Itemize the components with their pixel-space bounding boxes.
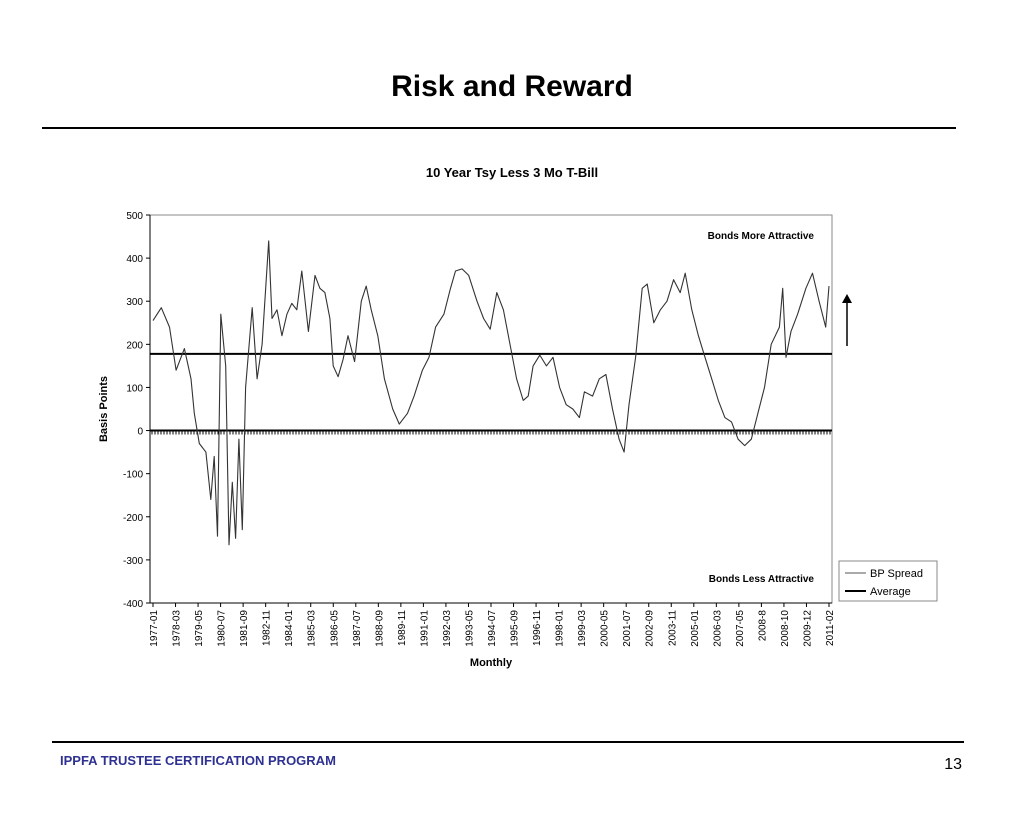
annotation-bonds-less-attractive: Bonds Less Attractive <box>709 574 815 585</box>
basis-points-chart: 10 Year Tsy Less 3 Mo T-Bill 500 400 300 20… <box>98 165 938 669</box>
x-tick-label: 2011-02 <box>825 610 836 646</box>
x-tick-label: 2008-10 <box>780 610 791 647</box>
legend-label-average: Average <box>870 586 911 598</box>
series-bp-spread-line <box>152 240 830 546</box>
x-tick-label: 2007-05 <box>735 610 746 647</box>
chart-legend: BP Spread Average <box>838 560 938 602</box>
x-tick-label: 1979-05 <box>194 610 205 647</box>
y-tick-label: -300 <box>123 556 143 567</box>
y-tick-label: 0 <box>137 427 143 438</box>
y-axis-label: Basis Points <box>98 376 110 442</box>
x-tick-label: 1999-03 <box>577 610 588 647</box>
y-tick-label: -400 <box>123 599 143 610</box>
x-tick-label: 2009-12 <box>802 610 813 647</box>
title-divider <box>42 127 956 129</box>
x-tick-label: 1993-05 <box>464 610 475 647</box>
x-tick-label: 1995-09 <box>510 610 521 647</box>
y-tick-label: 200 <box>126 340 143 351</box>
x-tick-label: 1996-11 <box>532 610 543 646</box>
x-tick-label: 1978-03 <box>172 610 183 647</box>
x-tick-label: 1977-01 <box>149 610 160 647</box>
slide-title: Risk and Reward <box>391 70 633 103</box>
y-tick-label: -200 <box>123 513 143 524</box>
plot-frame <box>149 214 833 604</box>
up-arrow-icon <box>842 294 852 346</box>
x-tick-label: 1988-09 <box>374 610 385 647</box>
zero-line <box>150 429 832 435</box>
page-number: 13 <box>944 756 962 773</box>
x-tick-label: 1989-11 <box>397 610 408 646</box>
x-tick-label: 2008-8 <box>757 610 768 642</box>
y-axis: 500 400 300 200 100 0 -100 -200 -300 -400 <box>123 211 151 610</box>
plot-area-border <box>149 214 833 604</box>
y-tick-label: 400 <box>126 254 143 265</box>
x-tick-label: 2006-03 <box>712 610 723 647</box>
x-axis-label: Monthly <box>470 657 513 669</box>
footer-program-name: IPPFA TRUSTEE CERTIFICATION PROGRAM <box>60 753 336 768</box>
x-tick-label: 1987-07 <box>352 610 363 647</box>
x-tick-label: 1994-07 <box>487 610 498 647</box>
x-tick-label: 2000-05 <box>600 610 611 647</box>
x-tick-label: 1984-01 <box>284 610 295 647</box>
y-tick-label: 300 <box>126 297 143 308</box>
legend-label-bp-spread: BP Spread <box>870 568 923 580</box>
x-tick-label: 2003-11 <box>667 610 678 646</box>
y-tick-label: -100 <box>123 470 143 481</box>
x-tick-label: 1998-01 <box>555 610 566 647</box>
x-tick-label: 1992-03 <box>442 610 453 647</box>
x-tick-label: 1982-11 <box>262 610 273 646</box>
x-tick-label: 2001-07 <box>622 610 633 647</box>
y-tick-label: 500 <box>126 211 143 222</box>
series-group <box>150 240 832 546</box>
x-tick-label: 1991-01 <box>419 610 430 647</box>
footer-divider <box>52 741 964 743</box>
annotation-bonds-more-attractive: Bonds More Attractive <box>708 231 815 242</box>
x-tick-label: 2005-01 <box>690 610 701 647</box>
chart-title: 10 Year Tsy Less 3 Mo T-Bill <box>426 165 598 180</box>
x-axis: 1977-01 1978-03 1979-05 1980-07 1981-09 1982-… <box>149 602 836 647</box>
x-tick-label: 1981-09 <box>239 610 250 647</box>
y-tick-label: 100 <box>126 383 143 394</box>
x-tick-label: 1985-03 <box>307 610 318 647</box>
x-tick-label: 1980-07 <box>217 610 228 647</box>
x-tick-label: 1986-05 <box>329 610 340 647</box>
x-tick-label: 2002-09 <box>645 610 656 647</box>
